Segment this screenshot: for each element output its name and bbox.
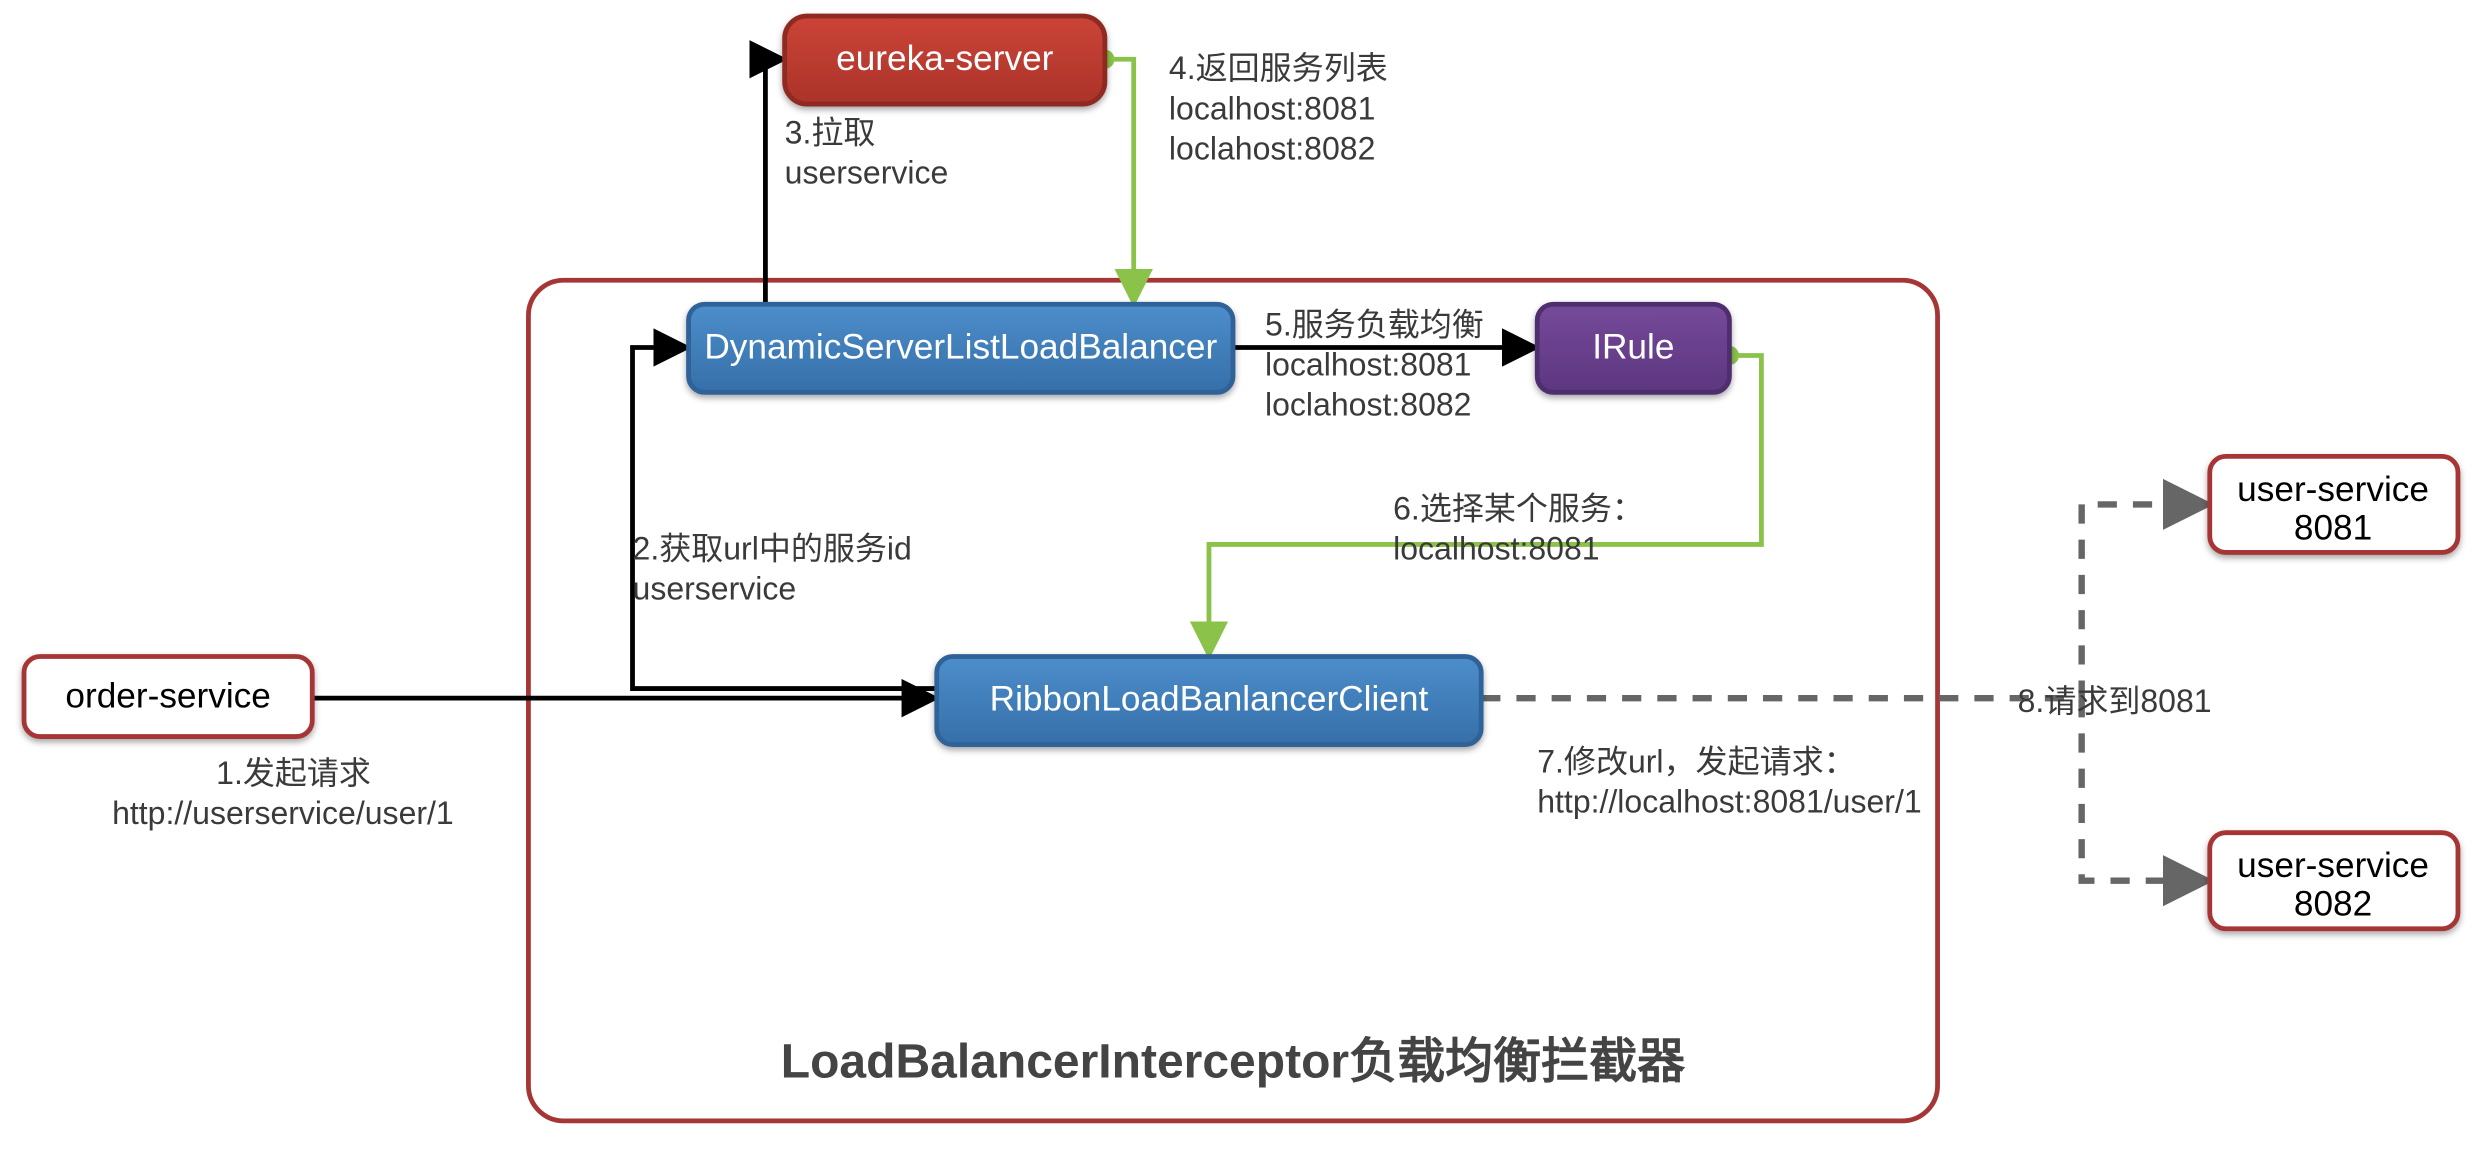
svg-text:DynamicServerListLoadBalancer: DynamicServerListLoadBalancer	[704, 327, 1217, 366]
label-6-line1: 6.选择某个服务：	[1393, 491, 1644, 527]
svg-text:8081: 8081	[2294, 508, 2372, 547]
edge-7b	[2082, 698, 2210, 881]
label-8: 8.请求到8081	[2018, 683, 2212, 719]
label-5-line2: localhost:8081	[1265, 346, 1471, 382]
label-2-line2: userservice	[633, 571, 797, 607]
svg-text:user-service: user-service	[2237, 846, 2429, 885]
svg-text:order-service: order-service	[65, 676, 271, 715]
edge-3	[765, 59, 784, 304]
svg-text:RibbonLoadBanlancerClient: RibbonLoadBanlancerClient	[990, 680, 1429, 719]
node-ribbon-client: RibbonLoadBanlancerClient	[937, 657, 1481, 745]
node-user-service-8082: user-service 8082	[2210, 833, 2458, 929]
svg-text:eureka-server: eureka-server	[836, 39, 1054, 78]
svg-text:user-service: user-service	[2237, 470, 2429, 509]
label-3-line2: userservice	[785, 154, 949, 190]
label-5-line3: loclahost:8082	[1265, 387, 1471, 423]
label-7-line1: 7.修改url，发起请求：	[1537, 744, 1855, 780]
node-dynamic-server-list-lb: DynamicServerListLoadBalancer	[689, 304, 1233, 392]
label-4-line3: loclahost:8082	[1169, 130, 1375, 166]
container-title: LoadBalancerInterceptor负载均衡拦截器	[781, 1036, 1686, 1089]
node-irule: IRule	[1537, 304, 1729, 392]
label-3-line1: 3.拉取	[785, 114, 876, 150]
edge-2	[633, 347, 937, 688]
label-1-line1: 1.发起请求	[216, 755, 371, 791]
label-2-line1: 2.获取url中的服务id	[633, 531, 912, 567]
node-order-service: order-service	[24, 657, 312, 737]
label-4-line2: localhost:8081	[1169, 90, 1375, 126]
edge-4	[1105, 59, 1134, 304]
svg-text:IRule: IRule	[1592, 327, 1674, 366]
label-4-line1: 4.返回服务列表	[1169, 50, 1388, 86]
label-7-line2: http://localhost:8081/user/1	[1537, 784, 1921, 820]
label-5-line1: 5.服务负载均衡	[1265, 306, 1484, 342]
node-eureka-server: eureka-server	[785, 16, 1105, 104]
label-1-line2: http://userservice/user/1	[112, 795, 454, 831]
svg-text:8082: 8082	[2294, 885, 2372, 924]
node-user-service-8081: user-service 8081	[2210, 456, 2458, 552]
label-6-line2: localhost:8081	[1393, 531, 1599, 567]
